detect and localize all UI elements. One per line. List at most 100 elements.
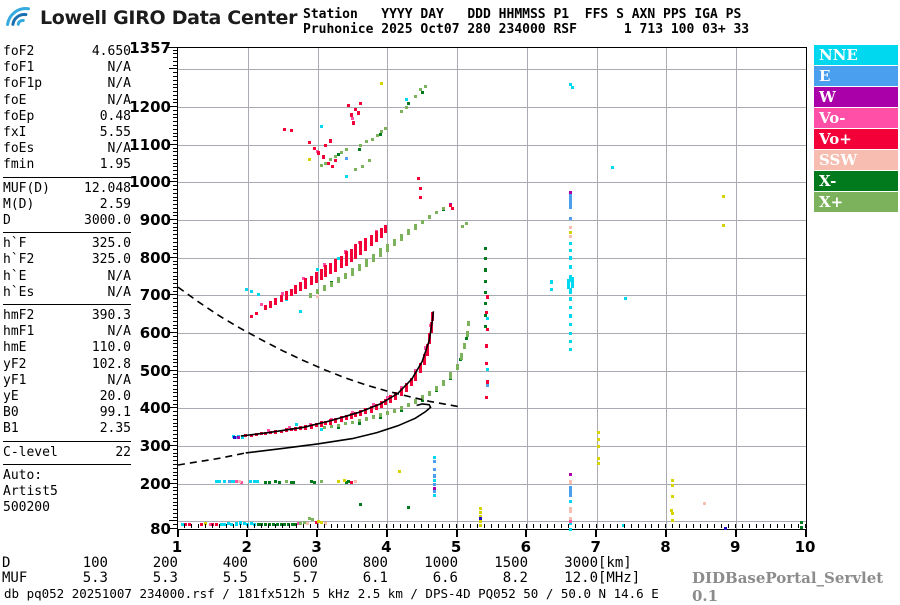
echo-point-x-	[260, 522, 264, 526]
echo-point-x+	[350, 267, 354, 276]
echo-point-vo+	[379, 228, 383, 238]
echo-point-nne	[569, 331, 573, 335]
echo-point-x+	[319, 479, 323, 483]
echo-point-x-	[800, 525, 804, 529]
y-axis-label: 1100	[129, 135, 171, 154]
gridline-horizontal	[178, 144, 806, 146]
echo-point-nne	[569, 306, 573, 309]
gridline-vertical	[387, 48, 389, 529]
y-axis-tick	[173, 49, 177, 51]
scale-value: 6.1	[362, 570, 388, 586]
echo-point-x+	[324, 161, 328, 165]
echo-point-nne	[432, 456, 436, 460]
echo-point-vo-	[302, 277, 306, 280]
x-axis-minor-tick	[358, 524, 360, 528]
echo-point-x-	[484, 279, 488, 283]
x-axis-minor-tick	[491, 524, 492, 528]
x-axis-minor-tick	[204, 524, 206, 528]
gridline-horizontal	[178, 69, 806, 71]
x-axis-minor-tick	[484, 524, 486, 528]
echo-point-vo+	[349, 412, 353, 419]
echo-point-w	[568, 190, 572, 194]
echo-point-nne	[238, 521, 242, 526]
echo-point-x+	[339, 150, 343, 154]
legend-item-nne: NNE	[814, 45, 898, 65]
y-axis-tick-major	[168, 143, 177, 145]
x-axis-label: 1	[171, 538, 183, 556]
parameter-row: C-level 22	[3, 445, 131, 461]
y-axis-tick	[173, 113, 177, 115]
echo-point-x-	[407, 505, 411, 509]
parameter-label: foF1p	[3, 76, 43, 92]
echo-point-vo+	[485, 380, 489, 384]
echo-point-x+	[307, 516, 311, 520]
echo-point-nne	[432, 494, 436, 498]
x-axis-minor-tick	[316, 524, 318, 528]
x-axis-minor-tick	[470, 524, 472, 528]
y-axis-tick	[173, 392, 177, 394]
echo-point-nne	[336, 256, 340, 260]
echo-point-vo+	[419, 195, 423, 199]
y-axis-tick	[173, 283, 177, 285]
parameter-value: N/A	[107, 324, 131, 340]
echo-point-x-	[357, 147, 361, 151]
x-axis-minor-tick	[253, 524, 255, 528]
echo-point-w	[432, 486, 436, 490]
echo-point-nne	[568, 500, 572, 504]
gridline-vertical	[247, 48, 249, 529]
echo-point-x+	[311, 518, 315, 522]
separator-rule	[3, 304, 131, 306]
echo-point-nne	[235, 521, 239, 526]
x-axis-minor-tick	[435, 524, 437, 528]
echo-point-nne	[241, 435, 245, 439]
echo-point-x+	[364, 139, 368, 143]
x-axis-tick-major	[525, 529, 528, 537]
station-header-line1: Station YYYY DAY DDD HHMMSS P1 FFS S AXN…	[303, 7, 742, 22]
echo-point-x-	[483, 267, 487, 272]
y-axis-tick	[173, 403, 177, 405]
echo-point-nne	[230, 480, 234, 484]
x-axis-minor-tick	[721, 524, 723, 528]
scale-value: 1000	[424, 555, 458, 571]
distance-row: D 100 200 400 600 800 1000 1500 3000 [km]	[2, 556, 640, 571]
echo-point-e	[344, 157, 348, 161]
echo-point-vo+	[274, 429, 278, 434]
echo-point-x+	[368, 158, 372, 162]
echo-point-x-	[272, 522, 276, 526]
parameter-row: foF1 N/A	[3, 60, 131, 76]
echo-point-vo+	[200, 522, 204, 526]
echo-point-x+	[466, 331, 470, 338]
x-axis-minor-tick	[511, 524, 513, 528]
y-axis-tick	[173, 249, 177, 251]
echo-point-vo+	[448, 204, 452, 208]
echo-point-yellow-echo	[597, 456, 601, 460]
echo-point-vo+	[428, 333, 432, 345]
x-axis-minor-tick	[602, 524, 604, 528]
x-axis-minor-tick	[805, 524, 806, 528]
echo-point-x+	[385, 411, 389, 415]
parameter-value: N/A	[107, 60, 131, 76]
y-axis-tick	[173, 388, 177, 390]
y-axis-tick	[169, 520, 177, 522]
echo-point-nne	[567, 279, 571, 289]
y-axis-tick	[173, 467, 177, 469]
y-axis-tick	[173, 57, 177, 59]
y-axis-tick	[173, 237, 177, 239]
echo-point-ssw	[354, 479, 358, 483]
echo-point-vo+	[351, 120, 355, 126]
echo-point-x+	[330, 425, 333, 429]
x-axis-tick-major	[176, 529, 179, 537]
parameter-label: B0	[3, 405, 19, 421]
echo-point-nne	[226, 522, 230, 526]
echo-point-vo+	[289, 128, 293, 132]
y-axis-tick	[173, 204, 177, 206]
echo-point-vo+	[347, 104, 351, 108]
parameter-value: N/A	[107, 76, 131, 92]
echo-point-x+	[379, 130, 383, 134]
y-axis-tick	[173, 317, 177, 319]
echo-point-vo+	[254, 312, 258, 316]
legend-item-x+: X+	[814, 192, 898, 212]
echo-point-vo+	[329, 262, 333, 274]
echo-point-vo+	[299, 282, 303, 291]
echo-point-nne	[344, 175, 348, 179]
